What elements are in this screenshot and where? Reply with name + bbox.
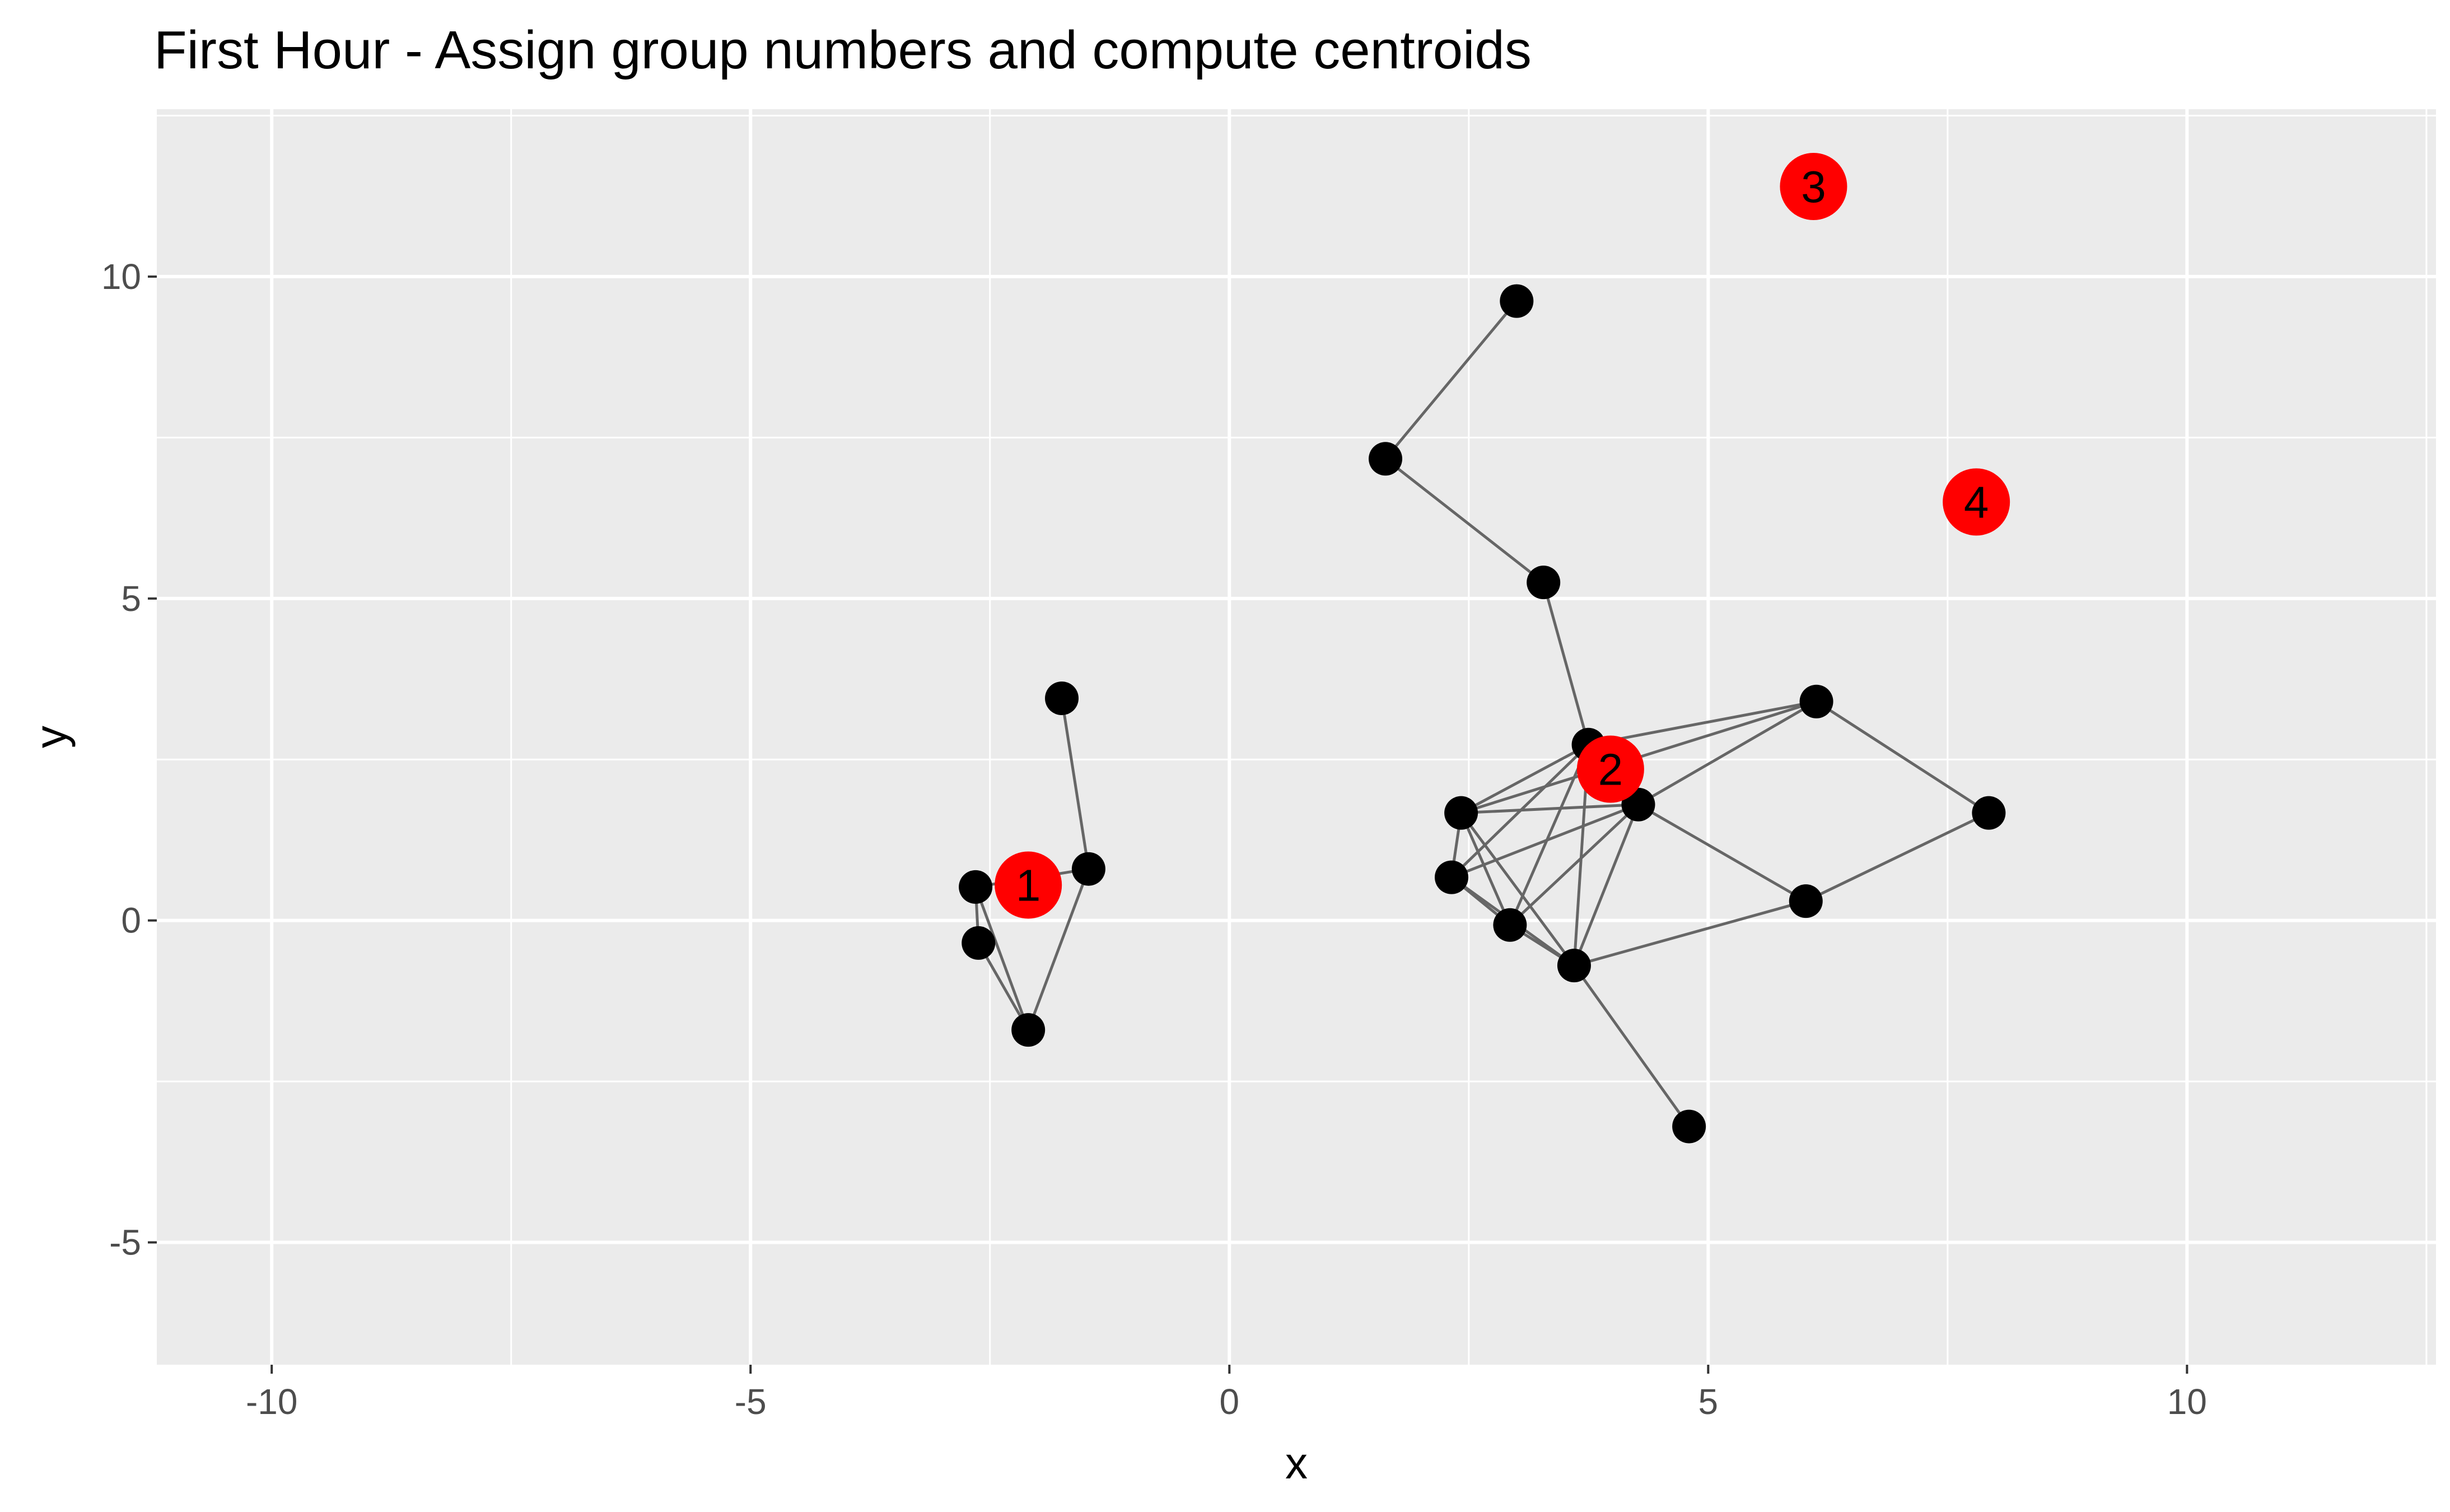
centroid-marker — [995, 851, 1062, 919]
centroids: 1 2 3 4 — [995, 152, 2010, 919]
edge-line — [1384, 300, 1518, 460]
plot-panel — [157, 109, 2436, 1365]
centroid-marker — [1576, 735, 1644, 803]
data-point — [962, 926, 996, 960]
chart-title: First Hour - Assign group numbers and co… — [154, 20, 1532, 80]
edge-line — [1026, 868, 1090, 1031]
edge-line — [1542, 582, 1590, 745]
data-point — [1527, 566, 1561, 600]
grid-minor — [157, 109, 2436, 1365]
data-point — [1672, 1109, 1706, 1144]
data-point — [1557, 949, 1591, 983]
centroid-label: 1 — [1016, 860, 1041, 910]
data-point — [1011, 1013, 1046, 1047]
points — [959, 284, 2006, 1144]
y-axis: -5 0 5 10 — [101, 256, 157, 1263]
data-point — [1972, 796, 2006, 830]
edge-line — [1384, 458, 1544, 584]
edge-line — [1637, 803, 1807, 903]
y-tick-label: 5 — [121, 578, 141, 619]
x-tick-label: 10 — [2167, 1382, 2207, 1422]
data-point — [1500, 284, 1534, 318]
data-point — [1071, 852, 1105, 886]
edge-line — [1816, 700, 1990, 814]
y-axis-title: y — [26, 726, 76, 748]
edge-line — [1060, 698, 1090, 870]
data-point — [1799, 684, 1833, 718]
x-tick-label: -5 — [735, 1382, 767, 1422]
centroid-marker — [1943, 468, 2010, 536]
edge-line — [1509, 803, 1640, 926]
edge-line — [1459, 812, 1511, 926]
y-tick-label: 10 — [101, 256, 141, 297]
x-tick-label: 5 — [1698, 1382, 1719, 1422]
data-point — [1369, 442, 1403, 476]
centroid-label: 2 — [1598, 744, 1623, 794]
edge-line — [1461, 803, 1639, 815]
centroid-label: 4 — [1964, 477, 1989, 527]
y-tick-label: -5 — [109, 1222, 141, 1263]
edge-line — [1588, 700, 1817, 746]
data-point — [1493, 908, 1527, 942]
edge-line — [1572, 804, 1640, 967]
edge-line — [1637, 700, 1817, 806]
data-point — [959, 870, 993, 904]
y-tick-label: 0 — [121, 900, 141, 941]
data-point — [1789, 884, 1823, 918]
data-point — [1435, 860, 1469, 894]
centroid-label: 3 — [1801, 162, 1826, 212]
data-point — [1045, 682, 1079, 716]
edge-line — [1572, 964, 1691, 1128]
x-axis: -10 -5 0 5 10 — [246, 1365, 2207, 1422]
x-tick-label: -10 — [246, 1382, 298, 1422]
x-tick-label: 0 — [1219, 1382, 1239, 1422]
edge-line — [1574, 899, 1807, 967]
edge-line — [1460, 812, 1575, 967]
edge-line — [974, 886, 1030, 1030]
centroid-marker — [1780, 152, 1847, 220]
edge-line — [1460, 743, 1589, 814]
grid-major — [157, 109, 2436, 1365]
edge-line — [1805, 811, 1990, 903]
data-point — [1444, 796, 1478, 830]
x-axis-title: x — [1285, 1438, 1308, 1488]
